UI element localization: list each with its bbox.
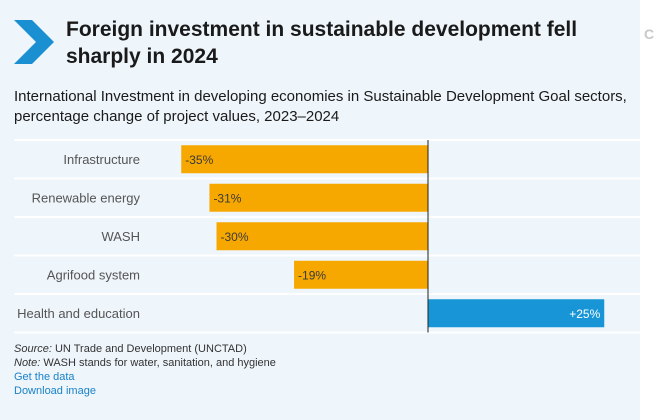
category-label: Infrastructure [63,152,140,167]
chevron-right-icon [14,20,54,64]
bar-5 [428,299,605,328]
category-label: Renewable energy [32,190,141,205]
note-label: Note: [14,357,41,369]
chart-title: Foreign investment in sustainable develo… [66,18,578,68]
source-label: Source: [14,343,52,355]
bar-4 [294,260,428,289]
category-label: WASH [101,229,140,244]
note-text: WASH stands for water, sanitation, and h… [43,357,276,369]
data-label: -31% [213,191,241,205]
source-line: Source: UN Trade and Development (UNCTAD… [14,342,614,356]
data-label: +25% [569,307,600,321]
data-label: -35% [185,153,213,167]
bar-2 [209,183,428,212]
get-data-link[interactable]: Get the data [14,371,75,383]
data-label: -30% [221,230,249,244]
bar-chart: Infrastructure -35% Renewable energy -31% WA… [14,139,640,334]
bar-1 [181,145,428,174]
chart-subtitle: International Investment in developing e… [14,88,627,125]
adjacent-glyph: C [644,26,655,42]
category-label: Health and education [17,306,140,321]
category-label: Agrifood system [47,267,140,282]
chart-footer: Source: UN Trade and Development (UNCTAD… [14,342,614,398]
bar-3 [216,222,428,251]
data-label: -19% [298,268,326,282]
note-line: Note: WASH stands for water, sanitation,… [14,356,614,370]
chart-card: Foreign investment in sustainable develo… [0,0,640,420]
adjacent-panel-edge: C [640,0,658,420]
source-text: UN Trade and Development (UNCTAD) [54,343,247,355]
download-image-link[interactable]: Download image [14,385,96,397]
